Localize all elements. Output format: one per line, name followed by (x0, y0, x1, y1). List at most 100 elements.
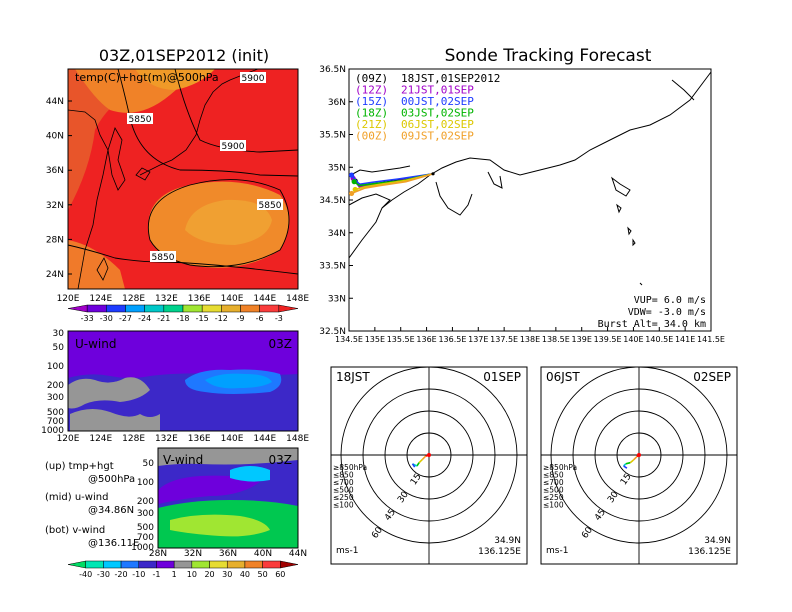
lon-tick-label: 124E (89, 434, 112, 444)
tracking-lat-ticks: 32.5N 33N 33.5N 34N 34.5N 35N 35.5N 36N 36.5N (319, 65, 353, 337)
hodo-legend-item: ≤250 (333, 493, 354, 502)
colorbar-swatch (280, 560, 299, 569)
tracking-lon-ticks: 134.5E 135E 135.5E 136E 136.5E 137E 137.5E 138E… (335, 327, 725, 344)
lon-tick-label: 137.5E (490, 335, 518, 344)
colorbar-label: 50 (258, 570, 268, 579)
legend-label: 18JST,01SEP2012 (401, 72, 500, 85)
hodo-date: 01SEP (483, 370, 521, 384)
pressure-tick-label: 200 (137, 497, 154, 507)
panel-notes: (up) tmp+hgt @500hPa (mid) u-wind @34.86… (45, 461, 139, 549)
annotation-vup: VUP= 6.0 m/s (634, 295, 706, 306)
hodo-lon: 136.125E (688, 547, 731, 557)
colorbar-label: 1 (172, 570, 177, 579)
lon-tick-label: 136.5E (438, 335, 466, 344)
wind-colorbar: -40 -30 -20 -10 -1 1 10 20 30 40 50 60 (67, 560, 299, 579)
tracking-legend: (09Z) 18JST,01SEP2012 (12Z) 21JST,01SEP (15Z… (355, 72, 500, 143)
legend-code: (18Z) (355, 107, 388, 120)
colorbar-label: -10 (132, 570, 145, 579)
colorbar-swatch (244, 560, 263, 569)
note-bot-line2: @136.11E (88, 538, 139, 549)
lat-tick-label: 28N (46, 235, 64, 245)
colorbar-swatch (240, 304, 260, 313)
hodo-legend-item: ≤850 (543, 471, 564, 480)
pressure-tick-label: 700 (137, 533, 154, 543)
landing-point (348, 172, 355, 178)
uwind-time: 03Z (269, 337, 293, 351)
hodo-legend-item: ≤100 (333, 501, 354, 510)
colorbar-label: 30 (222, 570, 232, 579)
height-contour-5900-south (147, 179, 290, 268)
colorbar-swatch (125, 304, 145, 313)
uwind-shade-easterly-core (205, 373, 272, 389)
lat-tick-label: 32N (46, 201, 64, 211)
colorbar-swatch (103, 560, 122, 569)
hodo-segment (623, 465, 628, 469)
lon-tick-label: 144E (253, 294, 276, 304)
lat-tick-label: 44N (46, 97, 64, 107)
temp-shade-warm (68, 69, 185, 210)
hodo-lat: 34.9N (494, 536, 521, 546)
lat-tick-label: 32.5N (319, 327, 346, 337)
lon-tick-label: 128E (122, 294, 145, 304)
hodo-units: ms-1 (546, 546, 568, 556)
legend-code: (21Z) (355, 118, 388, 131)
map-lat-ticks: 44N 40N 36N 32N 28N 24N (46, 97, 72, 280)
legend-code: (15Z) (355, 95, 388, 108)
colorbar-swatch (120, 560, 140, 569)
legend-code: (09Z) (355, 72, 388, 85)
lon-tick-label: 139E (572, 335, 592, 344)
annotation-burst: Burst Alt= 34.0 km (598, 319, 706, 330)
pressure-tick-label: 500 (47, 408, 64, 418)
lat-tick-label: 33N (328, 294, 346, 304)
hodo-origin (427, 453, 431, 457)
vwind-label: V-wind (163, 453, 203, 467)
hodo-segment (421, 455, 427, 460)
pressure-tick-label: 500 (137, 523, 154, 533)
colorbar-swatch (191, 560, 210, 569)
pressure-tick-label: 300 (47, 393, 64, 403)
colorbar-swatch (144, 304, 165, 313)
launch-point (431, 172, 435, 176)
hodo-legend-item: ≤500 (333, 486, 354, 495)
lon-tick-label: 120E (57, 294, 80, 304)
right-title: Sonde Tracking Forecast (445, 46, 652, 66)
colorbar-swatch (156, 560, 175, 569)
contour-label: 5850 (152, 253, 175, 263)
colorbar-label: -15 (196, 314, 209, 323)
lat-tick-label: 33.5N (319, 262, 346, 272)
lon-tick-label: 139.5E (594, 335, 622, 344)
landing-point (348, 190, 355, 197)
sonde-track-lines (348, 172, 435, 197)
panel-label: temp(C)+hgt(m)@500hPa (75, 71, 219, 84)
lon-tick-label: 134.5E (335, 335, 363, 344)
note-mid-line1: (mid) u-wind (45, 492, 108, 503)
note-bot-line1: (bot) v-wind (45, 525, 105, 536)
contour-label: 5900 (242, 74, 265, 84)
map-frame (67, 68, 299, 290)
colorbar-swatch (173, 560, 193, 569)
colorbar-label: -24 (138, 314, 151, 323)
coast-asia (67, 109, 109, 290)
colorbar-label: -40 (79, 570, 92, 579)
lat-tick-label: 24N (46, 270, 64, 280)
colorbar-swatch (86, 304, 107, 313)
legend-label: 09JST,02SEP (401, 130, 474, 143)
lat-tick-label: 40N (254, 549, 272, 559)
lon-tick-label: 148E (286, 294, 309, 304)
hodo-date: 02SEP (693, 370, 731, 384)
colorbar-swatch (85, 560, 104, 569)
hodo-origin (637, 453, 641, 457)
hodo-time: 06JST (546, 370, 580, 384)
lon-tick-label: 132E (155, 434, 178, 444)
lon-tick-label: 140.5E (645, 335, 673, 344)
lon-tick-label: 144E (253, 434, 276, 444)
note-mid-line2: @34.86N (88, 505, 134, 516)
height-contour-5850 (117, 68, 299, 177)
colorbar-swatch (182, 304, 203, 313)
colorbar-label: -27 (119, 314, 132, 323)
colorbar-label: -18 (176, 314, 189, 323)
uwind-lon-ticks: 120E 124E 128E 132E 136E 140E 144E 148E (57, 434, 310, 444)
colorbar-swatch (67, 304, 88, 313)
